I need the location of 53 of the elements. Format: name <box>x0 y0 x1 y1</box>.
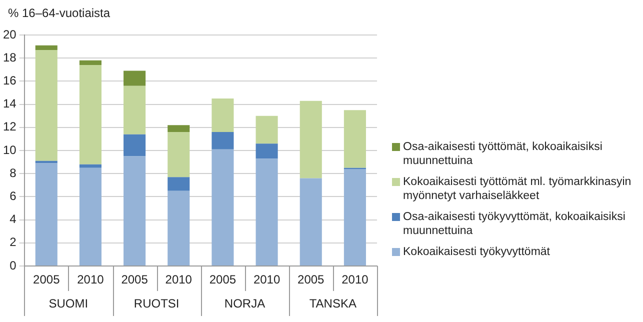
bar <box>35 50 58 161</box>
bar <box>300 100 322 178</box>
y-tick-label: 0 <box>10 258 17 272</box>
bar <box>212 98 234 132</box>
bar <box>344 168 366 266</box>
bar <box>79 164 102 168</box>
bar <box>344 110 366 168</box>
x-tick-label: 2010 <box>165 272 192 286</box>
bar <box>256 144 278 159</box>
bar <box>124 86 146 134</box>
bar <box>79 65 102 164</box>
x-tick-label: 2010 <box>253 272 280 286</box>
bar <box>79 168 102 266</box>
y-tick-label: 4 <box>10 212 17 226</box>
bar <box>168 190 190 266</box>
y-axis-title: % 16–64-vuotiaista <box>8 6 110 20</box>
bar <box>212 132 234 150</box>
legend-label: Kokoaikaisesti työkyvyttömät <box>403 245 550 259</box>
bar <box>300 178 322 266</box>
y-tick-label: 14 <box>2 96 17 111</box>
bar <box>168 177 190 191</box>
legend-label: Kokoaikaisesti työttömät ml. työmarkkinasyin myönnetyt varhaiseläkkeet <box>403 175 632 203</box>
bar <box>168 132 190 178</box>
bar <box>35 45 58 50</box>
y-tick-label: 2 <box>10 235 17 250</box>
bar <box>256 116 278 144</box>
y-tick-label: 8 <box>10 166 17 180</box>
y-tick-label: 16 <box>2 74 17 88</box>
legend-label: Osa-aikaisesti työttömät, kokoaikaisiksi muunnettuina <box>403 140 604 168</box>
y-tick-label: 20 <box>2 27 17 42</box>
bar <box>212 149 234 266</box>
x-tick-label: 2010 <box>342 272 369 286</box>
x-tick-label: 2005 <box>209 272 236 286</box>
bar <box>168 125 190 132</box>
bar <box>124 134 146 156</box>
x-tick-label: 2005 <box>121 272 148 286</box>
legend-label: Osa-aikaisesti työkyvyttömät, kokoaikaisiksi muunnettuina <box>403 210 626 238</box>
text: TANSKA <box>309 296 356 310</box>
y-tick-label: 10 <box>2 142 17 157</box>
text: RUOTSI <box>134 296 180 310</box>
text: NORJA <box>224 296 266 310</box>
y-tick-label: 6 <box>10 189 17 204</box>
bar <box>35 163 58 266</box>
x-tick-label: 2005 <box>33 272 60 286</box>
bar <box>124 70 146 86</box>
y-tick-label: 12 <box>2 120 17 134</box>
bar <box>124 156 146 266</box>
bar <box>256 158 278 266</box>
text: SUOMI <box>48 296 88 310</box>
x-tick-label: 2010 <box>77 272 104 286</box>
x-tick-label: 2005 <box>298 272 325 286</box>
y-tick-label: 18 <box>2 50 17 64</box>
bar <box>79 60 102 66</box>
